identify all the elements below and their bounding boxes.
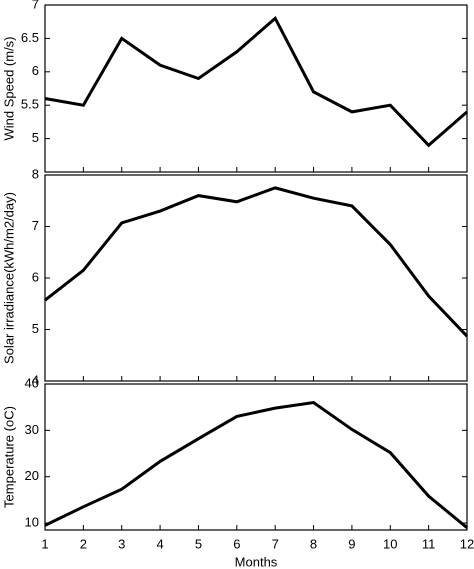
- y-tick-label: 7: [32, 0, 39, 11]
- x-tick-label: 7: [272, 536, 279, 551]
- y-tick-label: 30: [25, 422, 39, 437]
- y-tick-label: 8: [32, 166, 39, 181]
- y-tick-label: 10: [25, 514, 39, 529]
- y-tick-label: 40: [25, 375, 39, 390]
- x-tick-label: 3: [118, 536, 125, 551]
- plot-frame: [44, 383, 468, 531]
- y-tick-label: 6: [32, 63, 39, 78]
- y-tick-label: 4: [32, 372, 39, 387]
- plot-frame: [44, 174, 468, 382]
- x-tick-label: 4: [156, 536, 163, 551]
- y-tick-label: 5.5: [21, 97, 39, 112]
- x-tick-label: 6: [233, 536, 240, 551]
- y-tick-label: 20: [25, 468, 39, 483]
- x-tick-label: 11: [422, 536, 436, 551]
- x-tick-label: 9: [348, 536, 355, 551]
- y-axis-label: Solar irradiance(kWh/m2/day): [1, 192, 16, 364]
- data-line: [44, 15, 468, 148]
- y-tick-label: 5: [32, 321, 39, 336]
- plot-frame: [44, 4, 468, 173]
- x-axis-label: Months: [235, 554, 278, 569]
- data-line: [44, 186, 469, 338]
- y-axis-label: Wind Speed (m/s): [1, 36, 16, 140]
- y-tick-label: 5: [32, 130, 39, 145]
- data-line: [44, 400, 468, 529]
- y-tick-label: 7: [32, 218, 39, 233]
- x-tick-label: 12: [460, 536, 474, 551]
- x-tick-label: 5: [195, 536, 202, 551]
- x-tick-label: 1: [41, 536, 48, 551]
- y-tick-label: 6.5: [21, 30, 39, 45]
- x-tick-label: 8: [310, 536, 317, 551]
- y-axis-label: Temperature (oC): [1, 406, 16, 508]
- x-tick-label: 2: [80, 536, 87, 551]
- y-tick-label: 6: [32, 269, 39, 284]
- x-tick-label: 10: [383, 536, 397, 551]
